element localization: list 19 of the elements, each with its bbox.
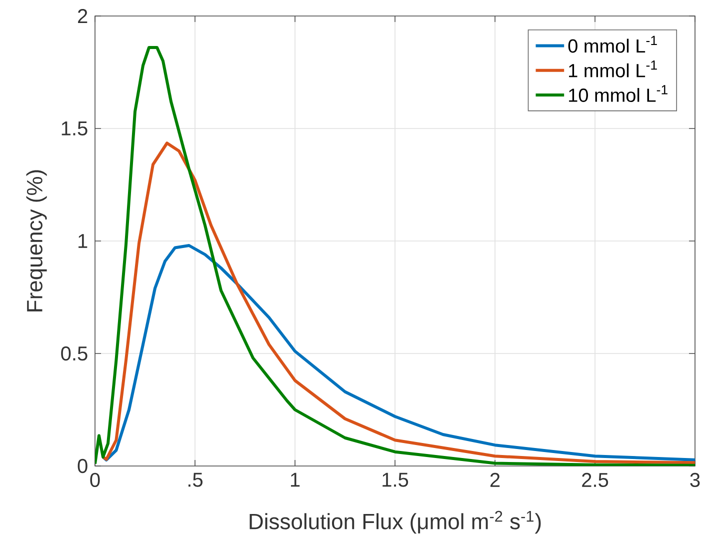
- x-tick-label: 2: [490, 472, 500, 487]
- legend-label: 10 mmol L$^{-1}$: [569, 85, 668, 102]
- x-tick-label: 1: [290, 472, 300, 487]
- y-tick-label: 0.5: [61, 346, 88, 361]
- y-axis-title: Frequency (%): [26, 170, 47, 312]
- x-tick-label: .5: [188, 472, 202, 487]
- y-tick-label: 1.5: [62, 122, 88, 136]
- legend-label: 0 mmol L$^{-1}$: [568, 36, 657, 53]
- line-series: [102, 142, 696, 464]
- x-tick-label: 2.5: [582, 472, 608, 488]
- x-tick-label: 3: [690, 472, 700, 488]
- y-tick-label: 1: [78, 234, 88, 248]
- y-tick-label: 0: [78, 458, 88, 474]
- x-tick-label: 1.5: [382, 472, 408, 487]
- x-axis-title: Dissolution Flux (μmol m$^{-2}$ s$^{-1}$): [250, 510, 541, 534]
- line-series: [102, 244, 696, 462]
- y-tick-label: 2: [78, 9, 88, 23]
- legend-label: 1 mmol L$^{-1}$: [569, 60, 657, 78]
- x-tick-label: 0: [90, 472, 100, 488]
